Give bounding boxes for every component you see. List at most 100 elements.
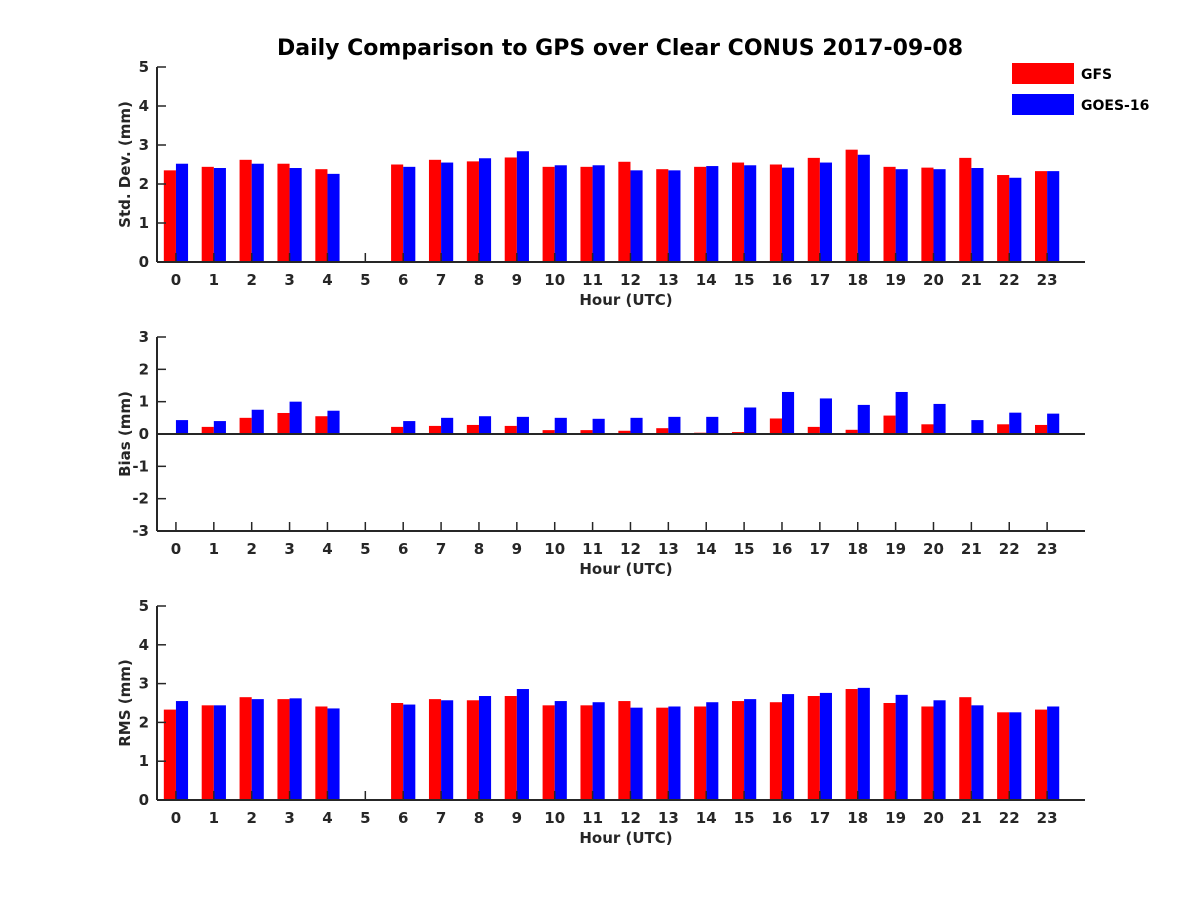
bar-goes16-hour-3	[289, 168, 302, 262]
bar-goes16-hour-12	[630, 417, 643, 434]
bar-goes16-hour-15	[744, 407, 757, 434]
bar-gfs-hour-16	[769, 418, 782, 434]
bar-gfs-hour-4	[315, 416, 328, 434]
bar-goes16-hour-0	[175, 701, 189, 800]
bar-goes16-hour-14	[706, 166, 719, 262]
bar-goes16-hour-15	[744, 165, 757, 262]
x-tick-label: 22	[999, 809, 1020, 827]
x-axis-title: Hour (UTC)	[579, 560, 672, 578]
bar-goes16-hour-3	[289, 698, 302, 800]
bar-goes16-hour-17	[819, 398, 832, 434]
x-tick-label: 10	[544, 540, 565, 558]
x-tick-label: 15	[734, 540, 755, 558]
bar-gfs-hour-19	[883, 703, 896, 800]
bar-goes16-hour-10	[554, 417, 567, 434]
bar-gfs-hour-12	[618, 161, 631, 262]
x-tick-label: 17	[809, 540, 830, 558]
legend: GFS GOES-16	[1012, 63, 1149, 115]
y-tick-label: 0	[139, 791, 149, 809]
x-tick-label: 16	[772, 540, 793, 558]
legend-label-gfs: GFS	[1081, 67, 1112, 83]
x-tick-label: 7	[436, 809, 446, 827]
x-tick-label: 15	[734, 271, 755, 289]
y-tick-label: 3	[139, 328, 149, 346]
bar-goes16-hour-16	[781, 694, 795, 800]
x-tick-label: 7	[436, 271, 446, 289]
x-tick-label: 14	[696, 540, 717, 558]
bar-gfs-hour-1	[201, 705, 214, 800]
bar-goes16-hour-4	[327, 708, 340, 800]
x-tick-label: 21	[961, 271, 982, 289]
y-tick-label: 1	[139, 214, 149, 232]
bar-goes16-hour-6	[403, 166, 416, 262]
bar-goes16-hour-7	[441, 700, 454, 800]
x-tick-label: 13	[658, 540, 679, 558]
bar-goes16-hour-9	[516, 151, 529, 262]
bar-gfs-hour-7	[428, 699, 442, 800]
bar-gfs-hour-11	[580, 430, 593, 434]
bar-gfs-hour-3	[277, 163, 290, 262]
x-tick-label: 3	[284, 809, 294, 827]
x-tick-label: 18	[847, 540, 868, 558]
bar-gfs-hour-23	[1035, 424, 1048, 434]
x-tick-label: 1	[209, 271, 219, 289]
x-tick-label: 9	[512, 540, 522, 558]
bar-gfs-hour-4	[315, 169, 328, 262]
x-tick-label: 14	[696, 809, 717, 827]
bar-goes16-hour-7	[441, 162, 454, 262]
bar-goes16-hour-23	[1047, 413, 1060, 434]
x-tick-label: 0	[171, 271, 181, 289]
x-tick-label: 6	[398, 540, 408, 558]
y-tick-label: 2	[139, 360, 149, 378]
x-tick-label: 3	[284, 271, 294, 289]
bar-goes16-hour-11	[592, 165, 605, 262]
y-tick-label: 0	[139, 253, 149, 271]
bar-goes16-hour-17	[819, 692, 832, 800]
bar-gfs-hour-17	[807, 426, 820, 434]
bar-gfs-hour-10	[542, 705, 555, 800]
bar-gfs-hour-11	[580, 705, 593, 800]
bar-goes16-hour-9	[516, 689, 529, 800]
x-tick-label: 1	[209, 809, 219, 827]
x-tick-label: 2	[246, 809, 256, 827]
bar-gfs-hour-17	[807, 696, 820, 800]
bar-gfs-hour-18	[845, 689, 858, 800]
y-tick-label: -2	[132, 490, 149, 508]
y-tick-label: 2	[139, 175, 149, 193]
bar-goes16-hour-12	[630, 707, 643, 800]
x-tick-label: 4	[322, 540, 332, 558]
legend-label-goes16: GOES-16	[1081, 98, 1149, 114]
x-tick-label: 12	[620, 271, 641, 289]
bar-goes16-hour-0	[175, 420, 189, 434]
y-axis-title: RMS (mm)	[116, 659, 134, 746]
x-tick-label: 16	[772, 809, 793, 827]
bar-goes16-hour-0	[175, 163, 189, 262]
bar-gfs-hour-3	[277, 699, 290, 800]
bar-goes16-hour-19	[895, 169, 908, 262]
bar-gfs-hour-4	[315, 706, 328, 800]
x-tick-label: 19	[885, 809, 906, 827]
x-tick-label: 8	[474, 271, 484, 289]
bar-gfs-hour-22	[997, 175, 1010, 262]
bar-goes16-hour-8	[478, 416, 492, 434]
bar-gfs-hour-14	[694, 706, 707, 800]
bar-gfs-hour-2	[239, 159, 252, 262]
bar-goes16-hour-23	[1047, 706, 1060, 800]
y-tick-label: 4	[139, 636, 149, 654]
bar-gfs-hour-6	[391, 164, 404, 262]
bar-goes16-hour-2	[251, 163, 264, 262]
bar-gfs-hour-15	[731, 162, 745, 262]
x-tick-label: 2	[246, 271, 256, 289]
bar-goes16-hour-1	[213, 705, 226, 800]
bar-goes16-hour-13	[668, 706, 681, 800]
x-tick-label: 17	[809, 271, 830, 289]
x-tick-label: 10	[544, 271, 565, 289]
bar-goes16-hour-17	[819, 162, 832, 262]
bar-gfs-hour-20	[921, 424, 934, 434]
x-tick-label: 11	[582, 540, 603, 558]
bar-goes16-hour-7	[441, 417, 454, 434]
bar-gfs-hour-6	[391, 426, 404, 434]
x-tick-label: 14	[696, 271, 717, 289]
